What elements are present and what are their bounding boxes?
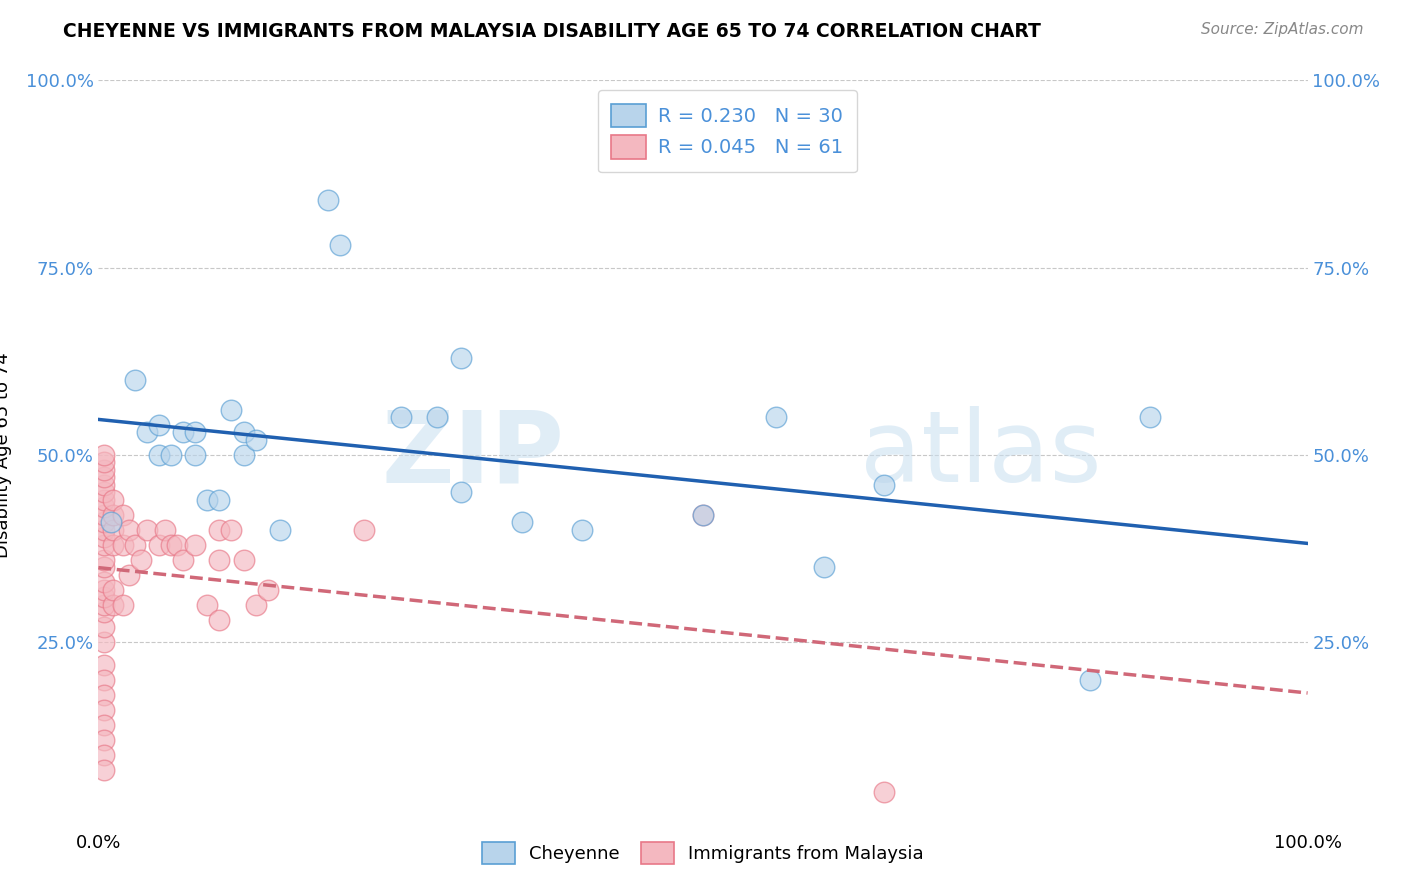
Point <box>93 635 115 649</box>
Point <box>101 582 124 597</box>
Text: Source: ZipAtlas.com: Source: ZipAtlas.com <box>1201 22 1364 37</box>
Point <box>195 492 218 507</box>
Point <box>93 470 115 484</box>
Point <box>93 703 115 717</box>
Point <box>135 523 157 537</box>
Point <box>510 516 533 530</box>
Point <box>221 403 243 417</box>
Point <box>148 538 170 552</box>
Point <box>93 530 115 544</box>
Point <box>93 732 115 747</box>
Point <box>692 508 714 522</box>
Point <box>93 688 115 702</box>
Point <box>232 553 254 567</box>
Point <box>135 425 157 440</box>
Point <box>100 516 122 530</box>
Point <box>111 538 134 552</box>
Point <box>101 538 124 552</box>
Point <box>329 238 352 252</box>
Point <box>101 598 124 612</box>
Point <box>101 508 124 522</box>
Point <box>93 448 115 462</box>
Point <box>389 410 412 425</box>
Text: ZIP: ZIP <box>381 407 564 503</box>
Point <box>93 605 115 619</box>
Point <box>93 591 115 605</box>
Point <box>93 575 115 590</box>
Point <box>571 523 593 537</box>
Point <box>232 425 254 440</box>
Point <box>426 410 449 425</box>
Point <box>93 582 115 597</box>
Point <box>221 523 243 537</box>
Point <box>93 485 115 500</box>
Point <box>1139 410 1161 425</box>
Text: atlas: atlas <box>860 407 1102 503</box>
Point <box>208 492 231 507</box>
Point <box>172 553 194 567</box>
Point <box>765 410 787 425</box>
Point <box>172 425 194 440</box>
Point <box>101 492 124 507</box>
Point <box>111 598 134 612</box>
Point <box>232 448 254 462</box>
Point <box>166 538 188 552</box>
Point <box>93 657 115 672</box>
Point <box>316 193 339 207</box>
Point <box>245 598 267 612</box>
Point <box>93 516 115 530</box>
Point <box>93 508 115 522</box>
Point <box>93 463 115 477</box>
Point <box>1078 673 1101 687</box>
Point <box>93 747 115 762</box>
Point <box>93 553 115 567</box>
Point <box>208 523 231 537</box>
Legend: Cheyenne, Immigrants from Malaysia: Cheyenne, Immigrants from Malaysia <box>472 833 934 873</box>
Point <box>208 613 231 627</box>
Point <box>93 560 115 574</box>
Point <box>101 523 124 537</box>
Point <box>93 620 115 634</box>
Point <box>93 717 115 731</box>
Point <box>118 567 141 582</box>
Point <box>692 508 714 522</box>
Point <box>195 598 218 612</box>
Point <box>873 785 896 799</box>
Point <box>184 448 207 462</box>
Point <box>153 523 176 537</box>
Point <box>450 351 472 365</box>
Point <box>93 523 115 537</box>
Point <box>813 560 835 574</box>
Point <box>93 500 115 515</box>
Y-axis label: Disability Age 65 to 74: Disability Age 65 to 74 <box>0 352 11 558</box>
Point <box>269 523 291 537</box>
Point <box>148 448 170 462</box>
Point <box>111 508 134 522</box>
Point <box>124 373 146 387</box>
Point <box>450 485 472 500</box>
Point <box>118 523 141 537</box>
Point <box>160 538 183 552</box>
Point <box>256 582 278 597</box>
Point <box>245 433 267 447</box>
Point <box>184 425 207 440</box>
Point <box>93 763 115 777</box>
Point <box>353 523 375 537</box>
Point <box>124 538 146 552</box>
Point <box>160 448 183 462</box>
Point <box>93 538 115 552</box>
Point <box>873 478 896 492</box>
Point <box>93 598 115 612</box>
Point <box>208 553 231 567</box>
Point <box>184 538 207 552</box>
Point <box>93 492 115 507</box>
Point <box>93 673 115 687</box>
Point <box>148 417 170 432</box>
Point <box>93 455 115 469</box>
Text: CHEYENNE VS IMMIGRANTS FROM MALAYSIA DISABILITY AGE 65 TO 74 CORRELATION CHART: CHEYENNE VS IMMIGRANTS FROM MALAYSIA DIS… <box>63 22 1042 41</box>
Point <box>129 553 152 567</box>
Point <box>93 478 115 492</box>
